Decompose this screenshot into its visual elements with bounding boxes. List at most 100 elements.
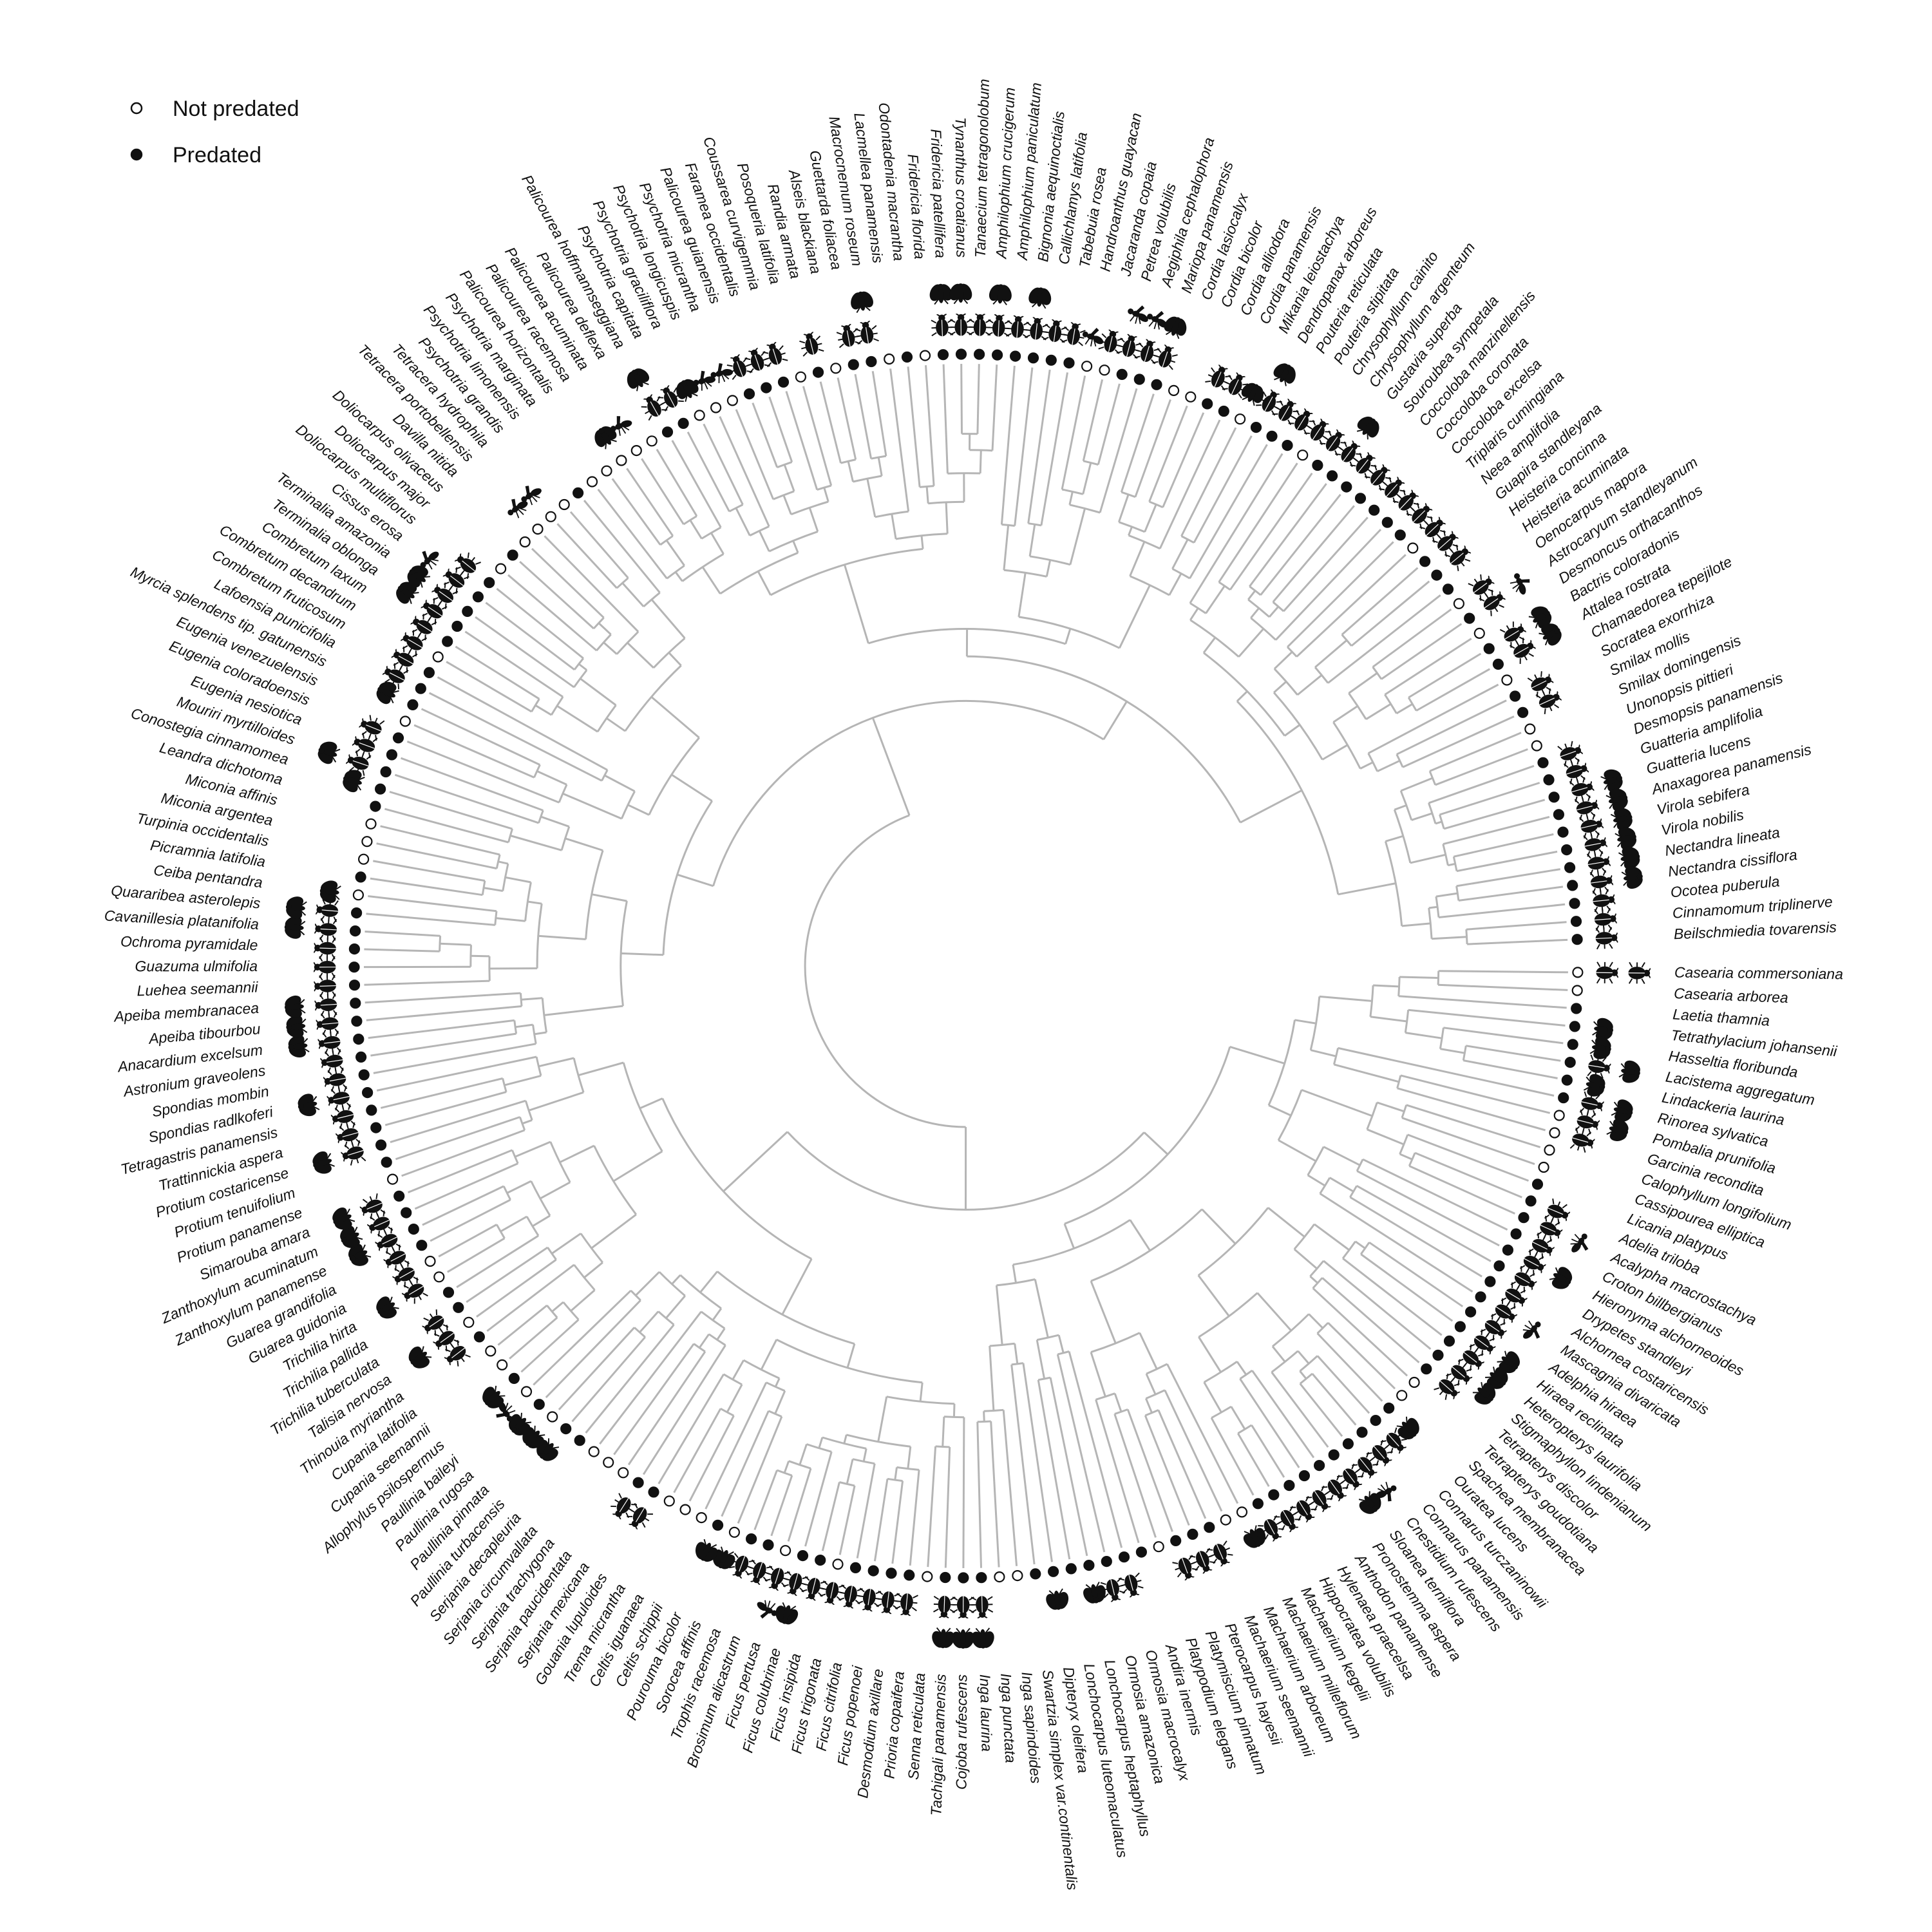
fly-icon	[1160, 312, 1191, 341]
branch-terminal	[1321, 1277, 1420, 1363]
branch-connector	[708, 1333, 726, 1347]
tip-marker-predated	[1342, 1438, 1354, 1450]
branch-internal	[1435, 820, 1443, 825]
wasp-icon	[1517, 1316, 1548, 1346]
branch-connector	[502, 1186, 511, 1200]
legend: Not predated Predated	[130, 97, 299, 167]
branch-terminal	[1466, 1045, 1561, 1062]
branch-terminal	[1381, 623, 1463, 680]
branch-internal	[562, 792, 622, 820]
branch-terminal	[976, 1421, 982, 1568]
branch-internal	[843, 564, 869, 644]
tip-marker-predated	[1282, 439, 1293, 451]
fly-icon	[1027, 284, 1053, 310]
branch-terminal	[942, 364, 949, 474]
branch-terminal	[1341, 567, 1419, 636]
tip-marker-not-predated	[1396, 1390, 1408, 1401]
branch-terminal	[380, 825, 500, 856]
branch-internal	[1144, 504, 1157, 533]
branch-internal	[1068, 491, 1074, 506]
tip-marker-predated	[1557, 826, 1569, 838]
branch-internal	[1090, 1280, 1117, 1344]
branch-internal	[1069, 508, 1086, 565]
tip-marker-not-predated	[519, 536, 531, 548]
branch-terminal	[752, 402, 779, 468]
tip-marker-predated	[374, 783, 386, 795]
branch-internal	[591, 893, 627, 902]
branch-internal	[1229, 1045, 1285, 1065]
branch-terminal	[1456, 868, 1561, 887]
branch-terminal	[1407, 1133, 1530, 1182]
branch-internal	[942, 1416, 945, 1447]
branch-internal	[1201, 1208, 1236, 1245]
branch-terminal	[1323, 1260, 1432, 1350]
tip-marker-predated	[1381, 516, 1393, 528]
branch-terminal	[837, 377, 857, 460]
branch-internal	[1240, 789, 1303, 824]
branch-internal	[818, 1437, 824, 1449]
branch-terminal	[1463, 1059, 1558, 1079]
tip-marker-predated	[423, 667, 435, 679]
branch-connector	[558, 784, 568, 803]
branch-terminal	[854, 374, 873, 459]
branch-terminal	[719, 416, 770, 527]
branch-terminal	[1082, 379, 1104, 462]
branch-internal	[528, 1091, 584, 1112]
branch-terminal	[1406, 1104, 1541, 1148]
branch-internal	[536, 770, 567, 786]
tip-marker-not-predated	[884, 353, 895, 365]
branch-terminal	[464, 630, 564, 698]
branch-terminal	[1237, 1432, 1270, 1487]
tip-marker-predated	[366, 1104, 377, 1116]
beetle-icon	[744, 1558, 773, 1587]
branch-terminal	[909, 1470, 920, 1566]
tip-marker-not-predated	[1531, 740, 1542, 752]
branch-terminal	[873, 1479, 889, 1562]
branch-internal	[551, 1233, 582, 1255]
fly-icon	[1269, 357, 1301, 390]
tip-marker-predated	[348, 943, 361, 955]
tip-marker-predated	[1502, 1244, 1513, 1256]
tip-label: Inga punctata	[998, 1673, 1019, 1764]
tip-marker-not-predated	[588, 1446, 600, 1457]
branch-internal	[1203, 1381, 1222, 1413]
branch-terminal	[976, 364, 980, 434]
branch-terminal	[1126, 1408, 1173, 1532]
beetle-icon	[1042, 318, 1068, 345]
tip-marker-predated	[648, 1486, 659, 1498]
branch-terminal	[496, 587, 584, 659]
branch-terminal	[1027, 369, 1051, 524]
branch-connector	[681, 553, 724, 582]
tip-marker-predated	[1218, 405, 1229, 417]
branch-terminal	[787, 1468, 812, 1542]
branch-internal	[781, 1258, 813, 1315]
tip-marker-predated	[351, 1016, 363, 1027]
branch-terminal	[384, 1091, 507, 1126]
branch-internal	[891, 513, 897, 540]
branch-internal	[1145, 1398, 1153, 1414]
branch-terminal	[1180, 427, 1237, 537]
beetle-icon	[1206, 1539, 1236, 1569]
branch-internal	[871, 717, 911, 816]
branch-internal	[799, 1444, 808, 1466]
tip-marker-predated	[401, 1207, 412, 1218]
branch-terminal	[1368, 1241, 1464, 1307]
branch-internal	[1082, 462, 1092, 495]
branch-internal	[1399, 976, 1439, 979]
branch-internal	[1396, 703, 1414, 715]
tip-marker-predated	[1432, 1349, 1444, 1361]
branch-internal	[1307, 1174, 1326, 1187]
tip-marker-predated	[355, 1051, 367, 1063]
branch-internal	[1268, 605, 1280, 618]
branch-connector	[1428, 802, 1437, 824]
tip-marker-predated	[937, 349, 949, 361]
branch-connector	[871, 455, 887, 460]
tip-marker-predated	[632, 1477, 644, 1488]
branch-terminal	[1398, 995, 1567, 1009]
tip-label: Luehea seemannii	[137, 978, 259, 999]
tip-marker-predated	[453, 1302, 464, 1313]
branch-connector	[1356, 1159, 1364, 1171]
tip-marker-predated	[1101, 1556, 1112, 1567]
branch-internal	[509, 835, 562, 851]
tip-marker-predated	[1383, 1402, 1395, 1414]
